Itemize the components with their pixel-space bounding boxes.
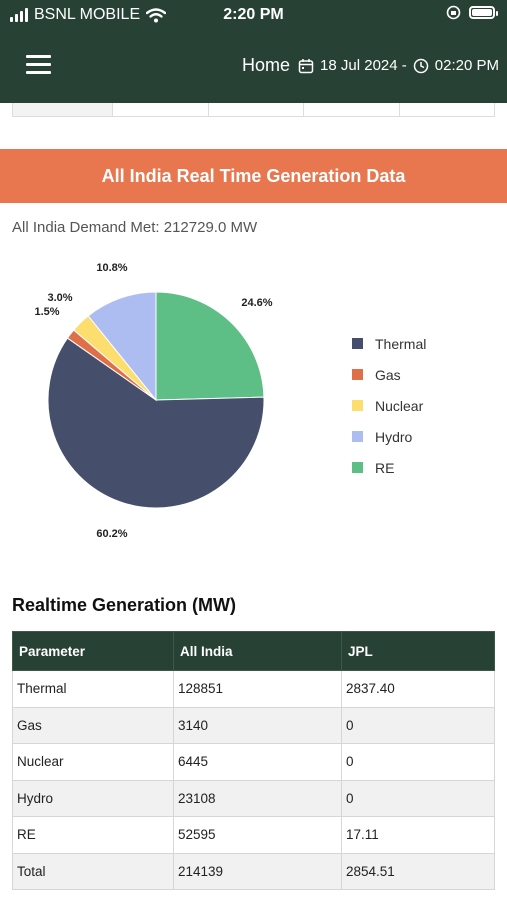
status-right <box>446 5 498 20</box>
legend-swatch <box>352 431 363 442</box>
cell-jpl: 0 <box>341 779 495 817</box>
clock-icon <box>413 58 429 73</box>
header-all-india: All India <box>173 631 342 671</box>
pie-label-gas: 1.5% <box>34 306 59 318</box>
legend-item-nuclear: Nuclear <box>352 390 426 421</box>
pie-slice-hydro <box>87 291 157 402</box>
table-row: RE 52595 17.11 <box>12 816 495 854</box>
top-bar: BSNL MOBILE 2:20 PM Home <box>0 0 507 103</box>
legend-swatch <box>352 338 363 349</box>
cell-jpl: 17.11 <box>341 816 495 854</box>
cell-jpl: 0 <box>341 706 495 744</box>
status-left: BSNL MOBILE <box>10 6 167 24</box>
pie-slice-re <box>155 291 265 401</box>
legend-swatch <box>352 400 363 411</box>
legend-item-gas: Gas <box>352 359 426 390</box>
header-jpl: JPL <box>341 631 495 671</box>
realtime-generation-title: Realtime Generation (MW) <box>12 595 237 615</box>
table-header-row: Parameter All India JPL <box>12 631 495 671</box>
cell-parameter: RE <box>12 816 174 854</box>
cell-parameter: Gas <box>12 706 174 744</box>
header-parameter: Parameter <box>12 631 174 671</box>
app-bar: Home 18 Jul 2024 - 02:20 PM <box>0 45 507 87</box>
table-row: Total 214139 2854.51 <box>12 852 495 890</box>
pie-label-thermal: 60.2% <box>96 528 127 540</box>
pie-label-nuclear: 3.0% <box>47 292 72 304</box>
hamburger-icon[interactable] <box>26 55 51 75</box>
legend-label: Gas <box>375 366 401 383</box>
app-bar-info: Home 18 Jul 2024 - 02:20 PM <box>242 55 499 76</box>
cell-parameter: Total <box>12 852 174 890</box>
demand-met-text: All India Demand Met: 212729.0 MW <box>12 219 258 236</box>
cell-all-india: 214139 <box>173 852 342 890</box>
rotation-lock-icon <box>446 5 461 20</box>
time-label: 02:20 PM <box>434 57 499 74</box>
legend-label: Thermal <box>375 335 427 352</box>
cell-all-india: 3140 <box>173 706 342 744</box>
legend-swatch <box>352 462 363 473</box>
pie-slice-thermal <box>47 337 265 509</box>
status-time: 2:20 PM <box>223 6 284 23</box>
cell-jpl: 2854.51 <box>341 852 495 890</box>
realtime-generation-table: Parameter All India JPL Thermal 128851 2… <box>12 631 495 890</box>
cell-jpl: 0 <box>341 743 495 781</box>
page-title: Home <box>242 55 291 75</box>
date-label: 18 Jul 2024 - <box>320 57 407 74</box>
wifi-icon <box>146 7 167 22</box>
legend-label: RE <box>375 459 395 476</box>
status-bar: BSNL MOBILE 2:20 PM <box>0 0 507 32</box>
carrier-label: BSNL MOBILE <box>34 6 141 23</box>
table-row: Hydro 23108 0 <box>12 779 495 817</box>
table-row: Thermal 128851 2837.40 <box>12 670 495 708</box>
cell-parameter: Thermal <box>12 670 174 708</box>
previous-table-remnant <box>12 103 495 117</box>
cell-jpl: 2837.40 <box>341 670 495 708</box>
cell-all-india: 6445 <box>173 743 342 781</box>
pie-legend: Thermal Gas Nuclear Hydro RE <box>352 328 426 483</box>
legend-item-thermal: Thermal <box>352 328 426 359</box>
pie-label-re: 24.6% <box>241 297 272 309</box>
cell-parameter: Nuclear <box>12 743 174 781</box>
legend-label: Hydro <box>375 428 413 445</box>
cell-all-india: 52595 <box>173 816 342 854</box>
signal-icon <box>10 8 28 22</box>
cell-all-india: 23108 <box>173 779 342 817</box>
pie-label-hydro: 10.8% <box>96 262 127 274</box>
generation-pie-chart: 24.6% 60.2% 1.5% 3.0% 10.8% <box>34 262 272 540</box>
legend-item-hydro: Hydro <box>352 421 426 452</box>
calendar-icon <box>298 58 314 73</box>
battery-icon <box>469 6 498 19</box>
legend-label: Nuclear <box>375 397 424 414</box>
cell-all-india: 128851 <box>173 670 342 708</box>
generation-banner: All India Real Time Generation Data <box>0 149 507 203</box>
table-row: Gas 3140 0 <box>12 706 495 744</box>
table-row: Nuclear 6445 0 <box>12 743 495 781</box>
legend-swatch <box>352 369 363 380</box>
cell-parameter: Hydro <box>12 779 174 817</box>
legend-item-re: RE <box>352 452 426 483</box>
